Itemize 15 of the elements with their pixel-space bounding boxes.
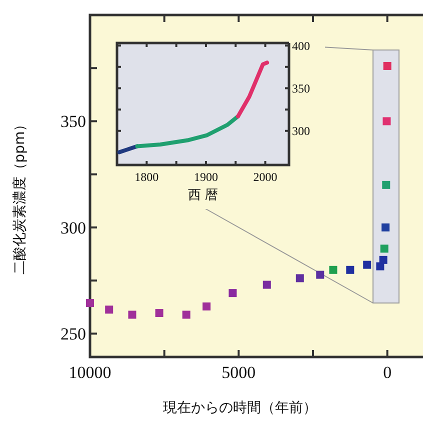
x-tick-label: 2000 [253,170,278,184]
x-tick-label: 1900 [194,170,218,184]
x-tick-label: 10000 [68,363,112,382]
y-tick-label: 250 [60,324,86,344]
y-axis-title: 二酸化炭素濃度（ppm） [12,117,28,275]
x-tick-label: 1800 [134,170,159,184]
x-axis-title: 西 暦 [188,188,218,203]
y-tick-label: 300 [292,124,310,138]
y-tick-label: 350 [60,112,86,132]
y-tick-label: 300 [60,218,86,238]
x-axis-title: 現在からの時間（年前） [163,400,317,416]
y-tick-label: 350 [292,81,310,96]
x-tick-label: 0 [383,363,392,382]
y-tick-label: 400 [292,38,310,53]
x-tick-label: 5000 [222,363,256,382]
